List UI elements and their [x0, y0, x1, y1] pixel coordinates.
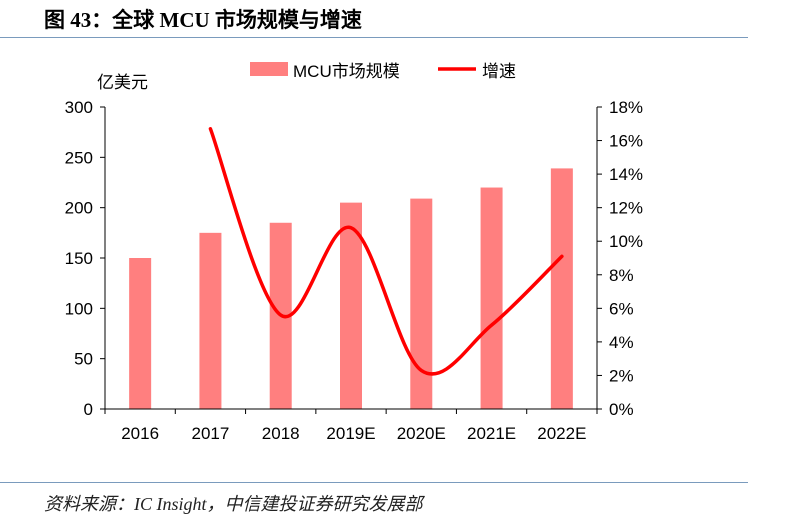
- bar-2019E: [340, 202, 362, 409]
- title-divider: [0, 37, 748, 38]
- x-tick-label: 2016: [121, 424, 159, 443]
- legend-line-label: 增速: [482, 62, 516, 81]
- x-tick-label: 2018: [262, 424, 300, 443]
- right-tick-label: 6%: [609, 299, 634, 318]
- left-tick-label: 250: [65, 148, 93, 167]
- growth-line: [208, 127, 564, 376]
- right-tick-label: 4%: [609, 333, 634, 352]
- right-tick-label: 14%: [609, 165, 643, 184]
- right-tick-label: 2%: [609, 366, 634, 385]
- x-tick-label: 2019E: [326, 424, 375, 443]
- left-tick-label: 300: [65, 98, 93, 117]
- right-tick-label: 12%: [609, 199, 643, 218]
- chart: 0 50 100 150 200 250 300 0% 2% 4% 6% 8% 10% 12% 14% 16%…: [65, 62, 643, 443]
- right-tick-label: 8%: [609, 266, 634, 285]
- left-tick-label: 150: [65, 249, 93, 268]
- right-tick-label: 0%: [609, 400, 634, 419]
- bar-2016: [129, 258, 152, 409]
- left-tick-label: 200: [65, 199, 93, 218]
- footer-divider: [0, 482, 748, 483]
- bar-2017: [199, 232, 222, 409]
- x-tick-label: 2020E: [397, 424, 446, 443]
- right-tick-label: 18%: [609, 98, 643, 117]
- figure-title: 图 43：全球 MCU 市场规模与增速: [44, 8, 362, 32]
- x-tick-label: 2022E: [537, 424, 586, 443]
- right-tick-label: 16%: [609, 132, 643, 151]
- legend-bar-label: MCU市场规模: [293, 62, 400, 81]
- left-tick-label: 50: [74, 350, 93, 369]
- left-tick-label: 0: [84, 400, 93, 419]
- x-tick-label: 2017: [192, 424, 230, 443]
- bar-2022E: [550, 168, 573, 409]
- left-axis-label: 亿美元: [97, 73, 148, 92]
- bar-2021E: [480, 187, 503, 409]
- x-tick-label: 2021E: [467, 424, 516, 443]
- right-tick-label: 10%: [609, 232, 643, 251]
- left-tick-label: 100: [65, 299, 93, 318]
- legend-bar-swatch: [250, 62, 288, 76]
- bar-2020E: [410, 198, 433, 409]
- source-note: 资料来源：IC Insight，中信建投证券研究发展部: [44, 494, 423, 514]
